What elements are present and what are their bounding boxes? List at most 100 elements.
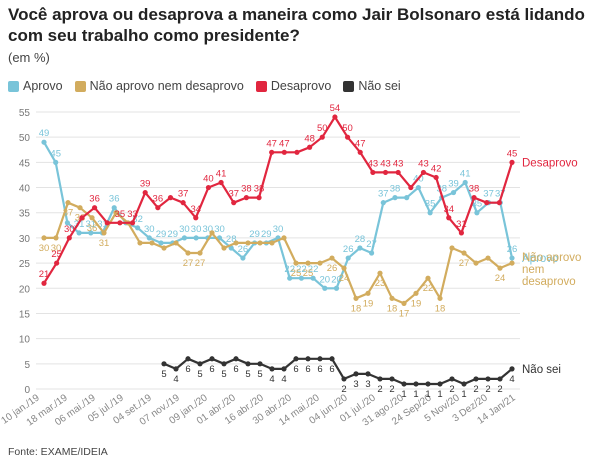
data-point xyxy=(298,275,304,281)
legend: Aprovo Não aprovo nem desaprovo Desaprov… xyxy=(8,79,401,93)
data-point xyxy=(161,361,167,367)
data-label: 54 xyxy=(330,103,341,114)
legend-item-nao-sei[interactable]: Não sei xyxy=(343,79,401,93)
data-point xyxy=(197,250,203,256)
data-point xyxy=(193,235,199,241)
data-point xyxy=(257,361,263,367)
data-point xyxy=(221,361,227,367)
data-point xyxy=(89,215,95,221)
data-label: 2 xyxy=(497,384,502,395)
data-label: 48 xyxy=(304,133,315,144)
data-point xyxy=(437,295,443,301)
data-point xyxy=(377,270,383,276)
data-label: 26 xyxy=(327,263,338,274)
data-label: 36 xyxy=(89,194,100,205)
data-point xyxy=(461,381,467,387)
data-label: 41 xyxy=(216,169,227,180)
data-point xyxy=(64,220,70,226)
y-tick-label: 35 xyxy=(19,209,31,220)
data-label: 25 xyxy=(51,249,62,260)
data-label: 3 xyxy=(353,379,358,390)
data-point xyxy=(458,230,465,236)
y-tick-label: 10 xyxy=(19,335,31,346)
data-point xyxy=(509,255,515,261)
data-point xyxy=(305,356,311,362)
data-point xyxy=(180,200,186,206)
data-label: 37 xyxy=(495,189,506,200)
data-point xyxy=(269,149,275,155)
data-label: 29 xyxy=(156,229,167,240)
data-label: 26 xyxy=(507,244,518,255)
y-tick-label: 15 xyxy=(19,309,31,320)
data-point xyxy=(317,356,323,362)
data-label: 43 xyxy=(380,158,391,169)
legend-item-aprovo[interactable]: Aprovo xyxy=(8,79,63,93)
series-end-label: Aprovo xyxy=(522,253,558,265)
data-label: 18 xyxy=(387,303,398,314)
data-label: 45 xyxy=(507,148,518,159)
series-end-label: Desaprovo xyxy=(522,157,578,169)
data-point xyxy=(305,260,311,266)
data-point xyxy=(401,300,407,306)
data-point xyxy=(281,235,287,241)
data-label: 29 xyxy=(261,229,272,240)
data-point xyxy=(41,280,47,286)
legend-item-nao-aprovo[interactable]: Não aprovo nem desaprovo xyxy=(74,79,244,93)
data-point xyxy=(485,376,491,382)
data-point xyxy=(420,169,427,176)
data-label: 43 xyxy=(418,158,429,169)
data-point xyxy=(287,275,293,281)
data-point xyxy=(197,361,203,367)
series-end-label: Não sei xyxy=(522,364,561,376)
data-point xyxy=(345,255,351,261)
legend-label: Aprovo xyxy=(23,79,63,93)
legend-label: Não aprovo nem desaprovo xyxy=(89,79,244,93)
data-label: 22 xyxy=(308,264,319,275)
data-label: 2 xyxy=(341,384,346,395)
series-end-label: desaprovo xyxy=(522,276,576,288)
data-point xyxy=(245,361,251,367)
data-point xyxy=(41,235,47,241)
data-label: 31 xyxy=(74,219,85,230)
data-point xyxy=(357,149,363,155)
data-point xyxy=(209,230,215,236)
data-point xyxy=(281,149,287,155)
data-point xyxy=(167,195,174,201)
data-point xyxy=(365,290,371,296)
data-label: 47 xyxy=(279,138,290,149)
data-point xyxy=(185,250,191,256)
data-label: 5 xyxy=(257,369,262,380)
data-label: 27 xyxy=(183,258,194,269)
data-label: 27 xyxy=(195,258,206,269)
data-point xyxy=(209,356,215,362)
data-point xyxy=(509,366,515,372)
data-point xyxy=(91,205,98,211)
data-point xyxy=(104,220,110,226)
data-label: 50 xyxy=(342,123,353,134)
y-tick-label: 5 xyxy=(24,360,30,371)
data-point xyxy=(485,255,491,261)
data-label: 1 xyxy=(401,389,406,400)
data-point xyxy=(449,376,455,382)
data-label: 18 xyxy=(435,303,446,314)
data-point xyxy=(433,174,439,181)
data-label: 38 xyxy=(390,184,401,195)
data-point xyxy=(389,295,395,301)
data-point xyxy=(53,159,59,165)
data-point xyxy=(79,215,85,221)
y-tick-label: 0 xyxy=(24,385,30,396)
data-point xyxy=(484,200,490,206)
data-point xyxy=(413,290,419,296)
data-point xyxy=(185,356,191,362)
data-label: 30 xyxy=(203,224,214,235)
data-label: 32 xyxy=(132,214,143,225)
data-label: 30 xyxy=(144,224,155,235)
data-label: 6 xyxy=(329,364,334,375)
data-point xyxy=(221,245,227,251)
data-label: 6 xyxy=(209,364,214,375)
legend-item-desaprovo[interactable]: Desaprovo xyxy=(255,79,331,93)
data-point xyxy=(193,215,199,221)
data-point xyxy=(509,260,515,266)
data-point xyxy=(471,195,477,201)
